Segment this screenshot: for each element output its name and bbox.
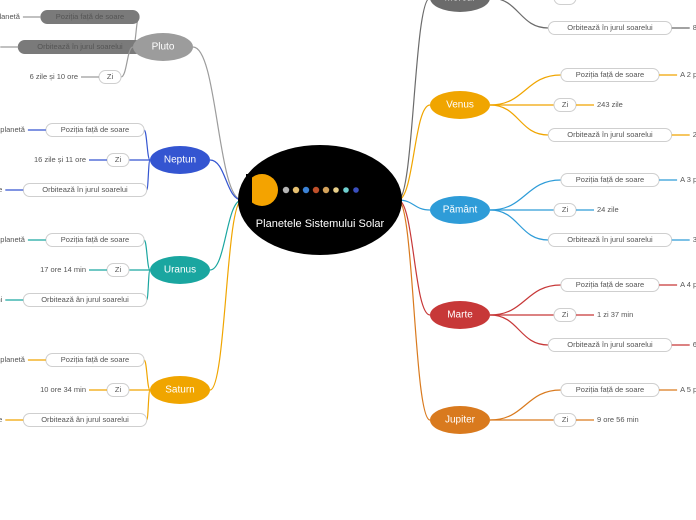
sub-connector [490,75,561,105]
sub-value: 24 zile [597,205,619,214]
sub-label: Zi [115,265,122,274]
sub-label: Poziția față de soare [576,175,644,184]
sub-connector [490,0,548,28]
sub-label: Orbitează în jurul soarelui [567,235,653,244]
planet-label: Venus [446,100,474,111]
sub-connector [144,240,150,270]
sub-value: A 2 planet [680,70,696,79]
connector-marte [398,200,430,315]
sub-label: Orbitează în jurul soarelui [567,130,653,139]
sub-value: 6 planetă [0,355,26,364]
sub-label: Zi [115,385,122,394]
planet-label: Pământ [443,205,478,216]
planet-label: Neptun [164,155,196,166]
planet-label: Saturn [165,385,194,396]
sub-label: Poziția față de soare [576,70,644,79]
sub-label: Poziția față de soare [576,280,644,289]
sub-connector [490,285,561,315]
sub-connector [144,360,150,390]
planet-label: Mercur [444,0,476,4]
sub-connector [490,315,548,345]
connector-mercur [398,0,430,200]
sub-value: 17 ore 14 min [40,265,86,274]
sub-label: Zi [562,100,569,109]
sub-label: Poziția față de soare [56,12,124,21]
sub-value: 16 zile și 11 ore [34,155,86,164]
sub-label: Zi [107,72,114,81]
sub-connector [490,390,561,420]
sub-label: Orbitează ân jurul soarelui [41,415,129,424]
connector-venus [398,105,430,200]
sub-value: A 4 planet [680,280,696,289]
center-title: Planetele Sistemului Solar [256,218,385,230]
planet-label: Pluto [152,42,175,53]
planet-label: Jupiter [445,415,476,426]
sub-label: Poziția față de soare [61,235,129,244]
sub-label: Zi [562,415,569,424]
sub-connector [490,180,561,210]
sub-connector [147,270,150,300]
sub-connector [490,210,548,240]
sub-value: oua planetă [0,12,21,21]
sub-connector [144,130,150,160]
sub-label: Poziția față de soare [576,385,644,394]
sub-value: A 3 pla [680,175,696,184]
connector-saturn [210,200,242,390]
sub-label: Zi [562,310,569,319]
sub-label: Zi [562,0,569,2]
sub-label: Orbitează în jurul soarelui [42,185,128,194]
sub-value: planetă [0,235,25,244]
sub-value: ile [0,185,2,194]
planet-label: Uranus [164,265,196,276]
sub-value: ani [0,295,3,304]
sub-label: Orbitează ân jurul soarelui [41,295,129,304]
sub-value: 243 zile [597,100,623,109]
sub-connector [490,105,548,135]
sub-value: 6 zile și 10 ore [30,72,78,81]
sub-value: planetă [0,125,25,134]
connector-neptun [210,160,242,200]
sub-value: zile [0,415,2,424]
sub-connector [147,160,150,190]
sub-label: Orbitează în jurul soarelui [567,23,653,32]
connector-pluto [193,47,242,200]
sub-label: Zi [115,155,122,164]
sub-label: Orbitează în jurul soarelui [567,340,653,349]
sub-value: A 5 plan [680,385,696,394]
sub-label: Orbitează în jurul soarelui [37,42,123,51]
sub-connector [147,390,150,420]
sub-value: 9 ore 56 min [597,415,639,424]
sub-label: Poziția față de soare [61,125,129,134]
planet-label: Marte [447,310,473,321]
sub-value: 10 ore 34 min [40,385,86,394]
connector-uranus [210,200,242,270]
center-node: Planetele Sistemului Solar [238,145,402,255]
sub-label: Poziția față de soare [61,355,129,364]
sub-value: 1 zi 37 min [597,310,633,319]
sub-label: Zi [562,205,569,214]
